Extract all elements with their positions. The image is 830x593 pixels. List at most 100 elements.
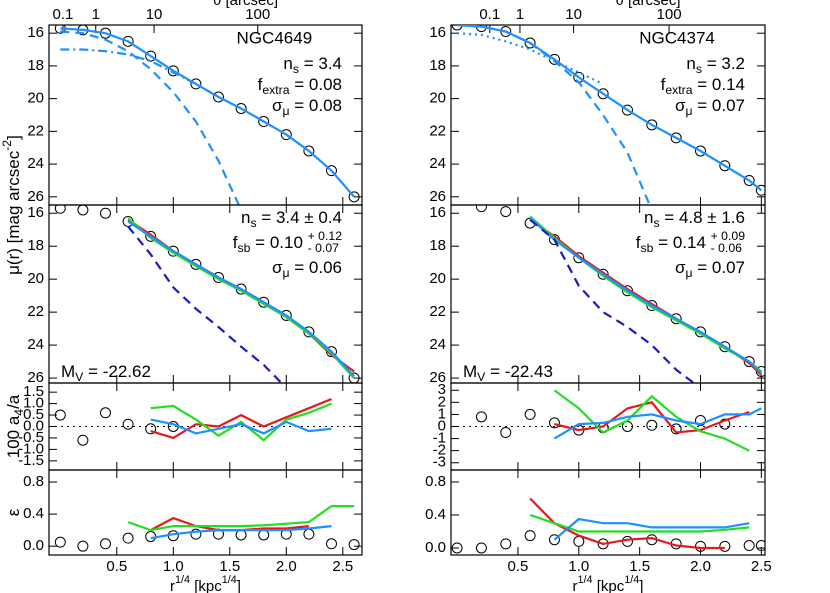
annotation-part: = 0.06 <box>290 258 342 277</box>
y-tick-label: 16 <box>27 204 44 221</box>
y-axis-label: ε <box>4 508 23 516</box>
data <box>475 389 762 452</box>
y-tick-label: -1 <box>433 430 446 447</box>
data-point <box>145 50 157 62</box>
y-tick-label: 16 <box>27 24 44 41</box>
annotation: σμ = 0.08 <box>272 96 342 118</box>
data-point <box>597 268 609 280</box>
data-point <box>325 165 337 177</box>
panel: 16 18 20 22 24 26 0.1 1 10 100 NGC4649 <box>27 6 363 206</box>
data-point <box>646 300 658 312</box>
data-point <box>573 252 585 264</box>
x-axis-label-part: r <box>170 578 175 593</box>
data-point <box>524 37 536 49</box>
panel-title: NGC4649 <box>237 28 313 47</box>
y-axis-label: μ(r) [mag arcsec-2] <box>0 135 23 275</box>
x-axis-label-part: 1/4 <box>175 574 190 586</box>
data-point <box>475 411 487 423</box>
y-tick-label: 3 <box>438 381 446 398</box>
x-tick-label: 0.5 <box>106 558 127 575</box>
data <box>54 25 360 205</box>
annotation-part: μ <box>282 104 289 118</box>
annotation-part: extra <box>665 83 692 97</box>
data-point <box>743 540 755 552</box>
y-tick-label: 18 <box>27 237 44 254</box>
annotation-part: = 0.14 <box>653 233 710 252</box>
data-point <box>694 540 706 552</box>
data-point <box>500 427 512 439</box>
x-axis-label-part: ] <box>237 578 241 593</box>
y-tick-label: 22 <box>429 303 446 320</box>
y-tick-label: -1.5 <box>18 452 44 469</box>
y-axis-label-part: /a <box>4 394 23 409</box>
data-point <box>743 174 755 186</box>
data-point <box>235 529 247 541</box>
annotation-part: = 4.8 ± 1.6 <box>660 208 745 227</box>
y-tick-label: 18 <box>429 237 446 254</box>
x-tick-label: 1.5 <box>629 558 650 575</box>
y-axis-label-part: ε <box>4 508 23 516</box>
data-point <box>325 538 337 550</box>
x2-tick-label: 100 <box>245 6 270 23</box>
data-line <box>60 48 220 98</box>
data-point <box>99 538 111 550</box>
data-line <box>127 220 355 378</box>
data-line <box>150 397 332 440</box>
data-point <box>475 205 487 213</box>
data-point <box>348 191 360 203</box>
annotation-part: f <box>233 233 238 252</box>
y-tick-label: -1.0 <box>18 440 44 457</box>
annotation-part: = 0.07 <box>693 258 745 277</box>
y-tick-label: -3 <box>433 454 446 471</box>
y-tick-label: 26 <box>27 369 44 386</box>
annotation: ns = 3.4 <box>283 54 342 76</box>
data-point <box>280 129 292 141</box>
data-point <box>77 540 89 552</box>
y-tick-label: 26 <box>429 188 446 205</box>
data-point <box>190 528 202 540</box>
x-tick-label: 2.5 <box>332 558 353 575</box>
y-tick-label: 0.0 <box>23 417 44 434</box>
data-point <box>524 408 536 420</box>
data-point <box>500 206 512 218</box>
data-point <box>190 78 202 90</box>
annotation-part: f <box>258 75 263 94</box>
panel-title: NGC4374 <box>639 28 715 47</box>
annotation-part: = 0.08 <box>290 75 342 94</box>
annotation-part: s <box>653 216 659 230</box>
annotation-part: sb <box>641 241 654 255</box>
y-tick-label: 18 <box>429 57 446 74</box>
y-axis-label-part: ] <box>4 135 23 140</box>
annotation: ns = 3.4 ± 0.4 <box>241 208 342 230</box>
data-point <box>755 540 765 552</box>
y-tick-label: 24 <box>429 336 446 353</box>
y-tick-label: 18 <box>27 57 44 74</box>
x-tick-label: 1.0 <box>568 558 589 575</box>
annotation-part: - 0.06 <box>711 241 742 255</box>
y-tick-label: 24 <box>429 155 446 172</box>
y-tick-label: 1.5 <box>23 383 44 400</box>
data-point <box>235 102 247 114</box>
data-point <box>670 423 682 435</box>
y-tick-label: 0.8 <box>425 473 446 490</box>
x-tick-label: 1.5 <box>219 558 240 575</box>
data-point <box>755 184 765 196</box>
data-point <box>122 35 134 47</box>
y-tick-label: 0.0 <box>23 537 44 554</box>
data-line <box>529 513 750 533</box>
data-line <box>60 30 241 205</box>
x-axis-label: r1/4 [kpc1/4] <box>573 574 644 593</box>
x-axis-label-part: 1/4 <box>578 574 593 586</box>
annotation-part: σ <box>272 258 283 277</box>
data-point <box>258 529 270 541</box>
y-axis-label-part: 100 a <box>4 415 23 458</box>
y-tick-label: 2 <box>438 393 446 410</box>
y-tick-label: -0.5 <box>18 429 44 446</box>
data-point <box>670 132 682 144</box>
annotation-part: = 3.2 <box>702 54 745 73</box>
data-line <box>457 32 604 85</box>
annotation-part: σ <box>675 96 686 115</box>
data-point <box>122 532 134 544</box>
data-point <box>451 542 463 554</box>
x-tick-label: 2.0 <box>690 558 711 575</box>
